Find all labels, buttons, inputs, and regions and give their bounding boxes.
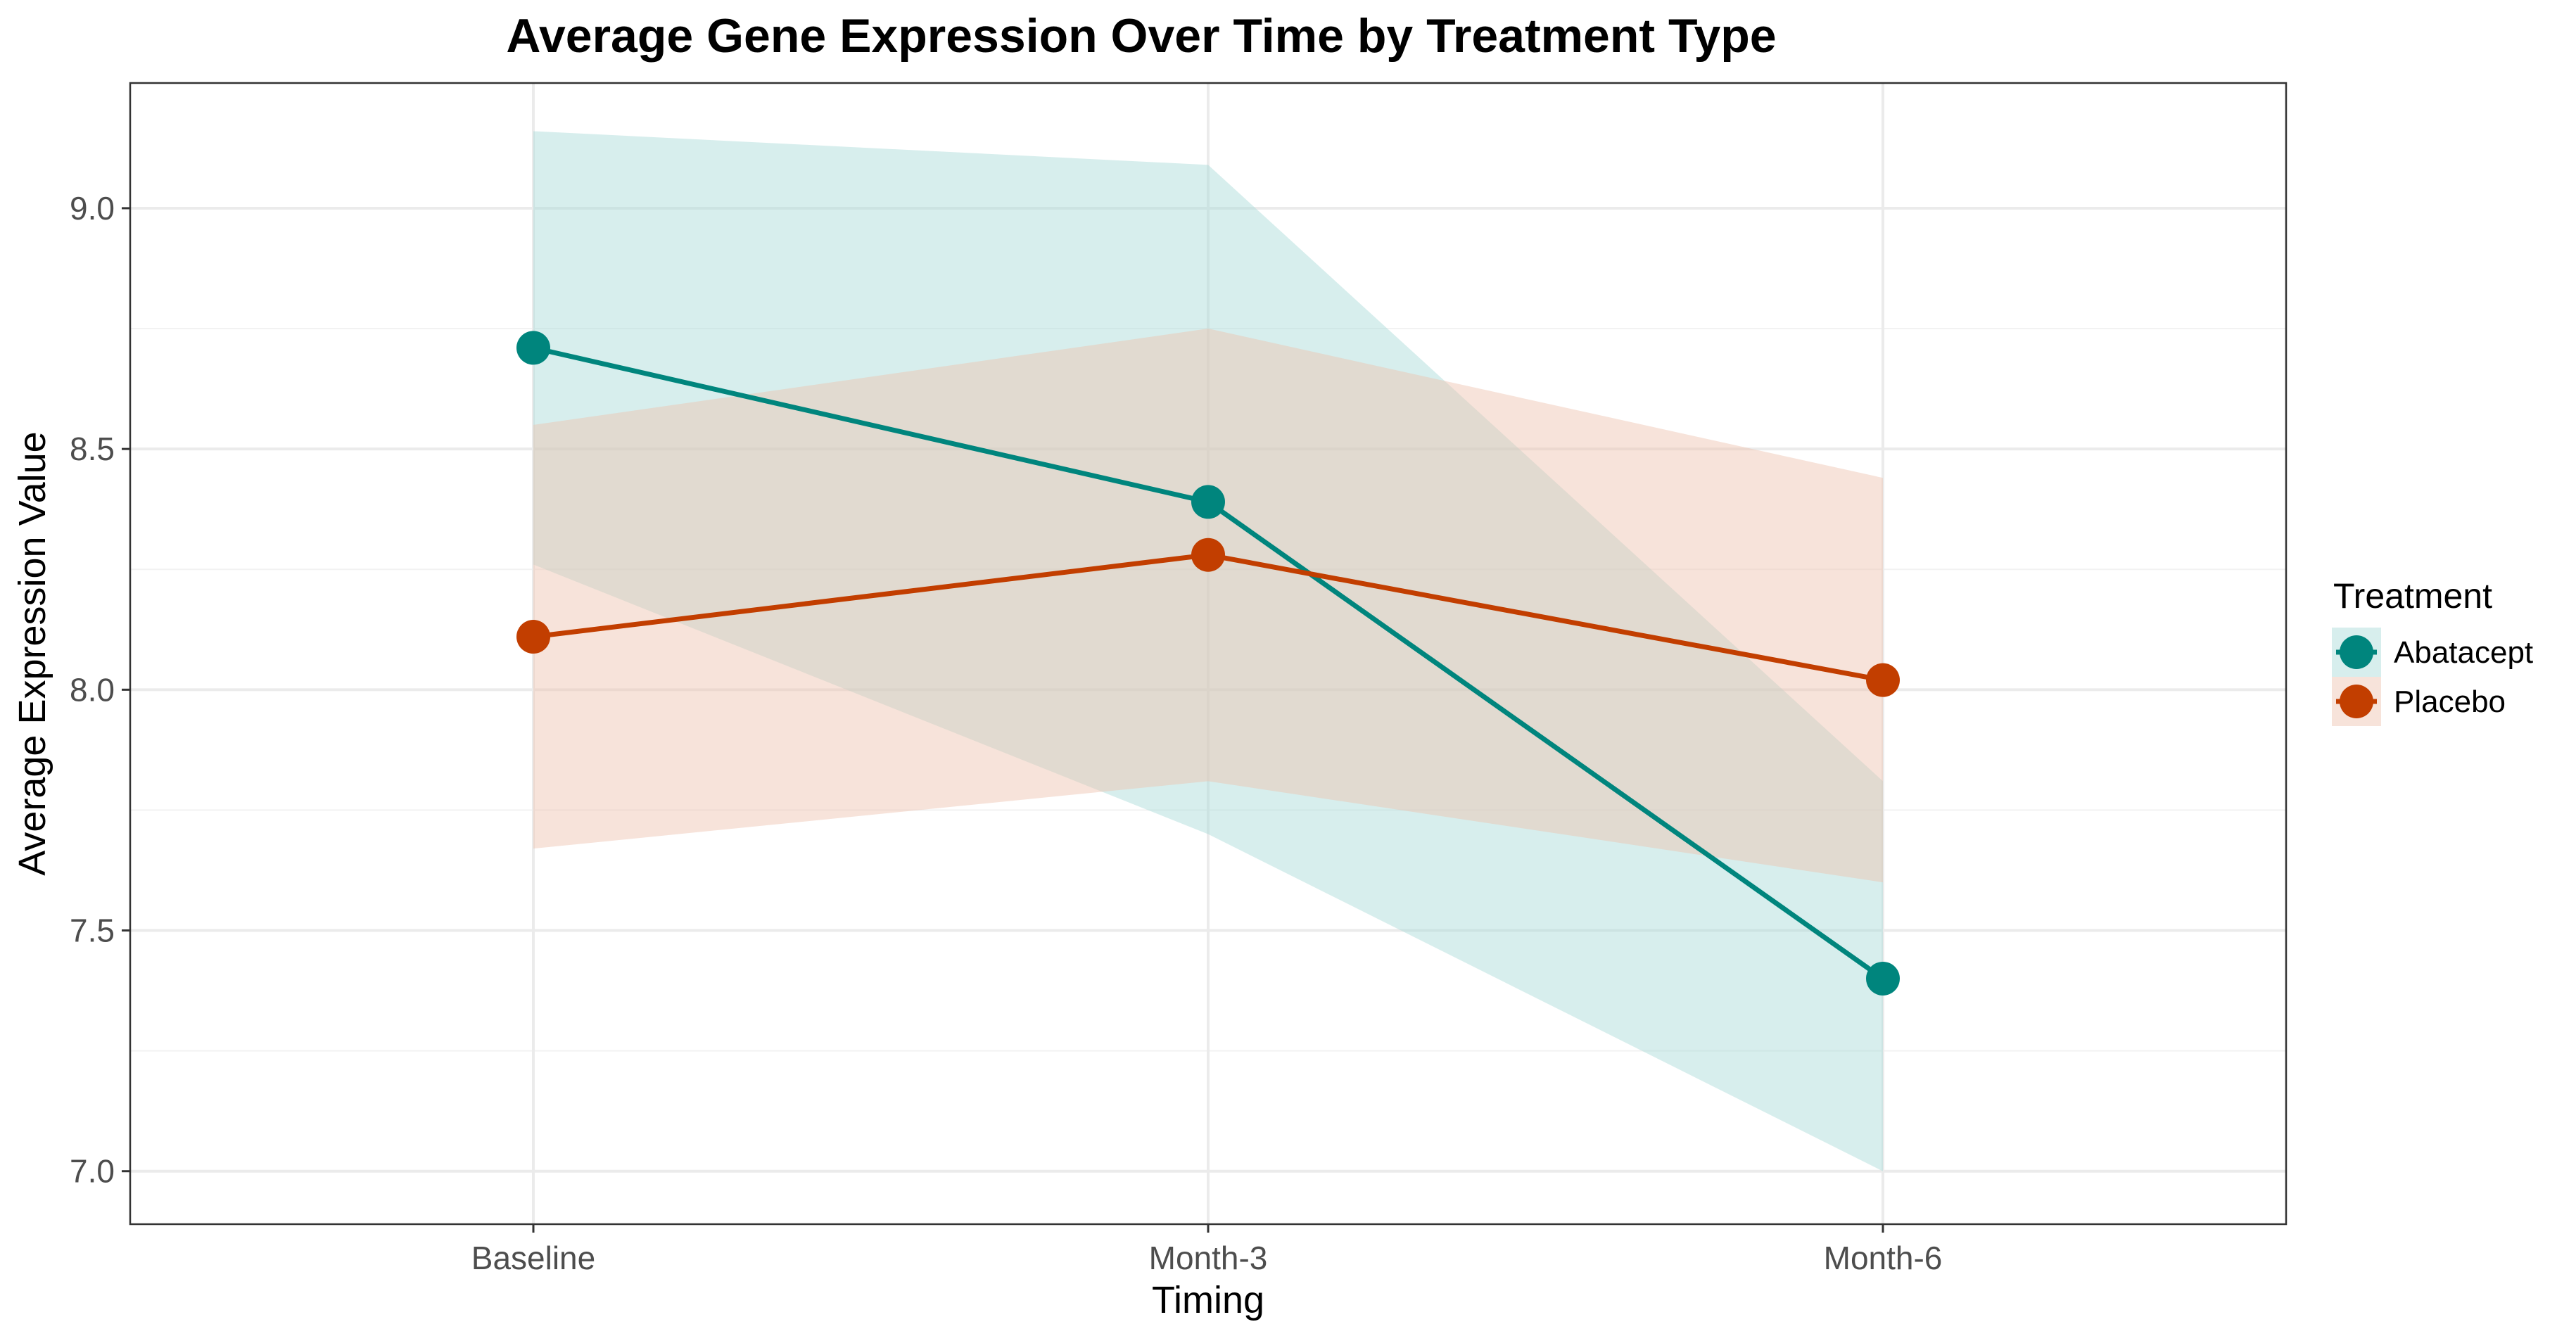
grid-layer bbox=[130, 83, 2286, 1224]
data-point-abatacept bbox=[1866, 961, 1900, 996]
data-point-abatacept bbox=[516, 331, 550, 365]
plot-panel bbox=[129, 82, 2288, 1226]
y-tick-label: 7.0 bbox=[70, 1153, 115, 1190]
x-tick-label: Month-6 bbox=[1824, 1240, 1943, 1276]
y-tick-label: 7.5 bbox=[70, 913, 115, 949]
legend-label-abatacept: Abatacept bbox=[2394, 635, 2533, 670]
data-point-placebo bbox=[516, 620, 550, 654]
legend-title: Treatment bbox=[2333, 576, 2492, 616]
y-axis-title: Average Expression Value bbox=[11, 431, 53, 875]
band-layer bbox=[533, 131, 1883, 1171]
data-point-placebo bbox=[1191, 538, 1225, 572]
y-tick-label: 8.0 bbox=[70, 671, 115, 708]
legend: Treatment Abatacept Placebo bbox=[2332, 576, 2533, 726]
data-point-placebo bbox=[1866, 663, 1900, 697]
x-axis-title: Timing bbox=[1152, 1279, 1264, 1321]
confidence-band-abatacept bbox=[533, 131, 1883, 1171]
confidence-band-placebo bbox=[533, 329, 1883, 883]
y-axis: 7.0 7.5 8.0 8.5 9.0 bbox=[70, 190, 130, 1190]
legend-label-placebo: Placebo bbox=[2394, 685, 2506, 719]
legend-point-placebo bbox=[2340, 685, 2373, 718]
x-tick-label: Month-3 bbox=[1149, 1240, 1268, 1276]
chart-title: Average Gene Expression Over Time by Tre… bbox=[506, 9, 1776, 63]
x-axis: Baseline Month-3 Month-6 bbox=[471, 1224, 1943, 1276]
point-layer bbox=[516, 331, 1900, 996]
x-tick-label: Baseline bbox=[471, 1240, 595, 1276]
y-tick-label: 8.5 bbox=[70, 431, 115, 467]
legend-point-abatacept bbox=[2340, 635, 2373, 669]
data-point-abatacept bbox=[1191, 485, 1225, 519]
y-tick-label: 9.0 bbox=[70, 190, 115, 227]
